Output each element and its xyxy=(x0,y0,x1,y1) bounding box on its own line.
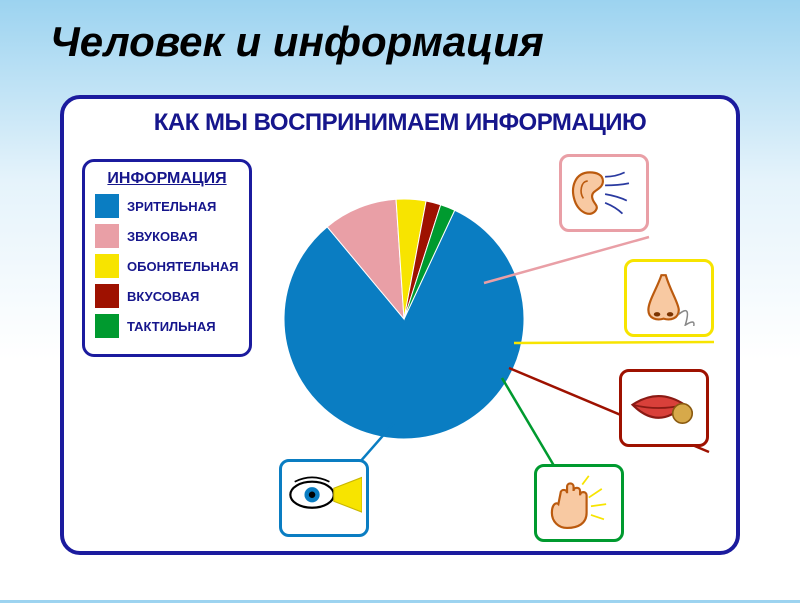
legend-swatch xyxy=(95,314,119,338)
nose-icon xyxy=(631,270,707,326)
legend-swatch xyxy=(95,284,119,308)
callout-mouth xyxy=(619,369,709,447)
legend-item: ТАКТИЛЬНАЯ xyxy=(95,314,239,338)
leader-nose xyxy=(514,342,714,343)
mouth-icon xyxy=(626,380,702,436)
legend-label: ОБОНЯТЕЛЬНАЯ xyxy=(127,259,239,274)
legend-swatch xyxy=(95,224,119,248)
page-title: Человек и информация xyxy=(0,0,800,66)
chart-frame: КАК МЫ ВОСПРИНИМАЕМ ИНФОРМАЦИЮ ИНФОРМАЦИ… xyxy=(60,95,740,555)
legend-label: ВКУСОВАЯ xyxy=(127,289,199,304)
callout-ear xyxy=(559,154,649,232)
eye-icon xyxy=(286,470,362,526)
legend-label: ЗРИТЕЛЬНАЯ xyxy=(127,199,216,214)
legend-title: ИНФОРМАЦИЯ xyxy=(95,170,239,188)
hand-icon xyxy=(541,475,617,531)
legend-label: ТАКТИЛЬНАЯ xyxy=(127,319,216,334)
pie-chart xyxy=(274,189,534,449)
ear-icon xyxy=(566,165,642,221)
callout-eye xyxy=(279,459,369,537)
legend-swatch xyxy=(95,194,119,218)
legend-item: ОБОНЯТЕЛЬНАЯ xyxy=(95,254,239,278)
legend-item: ЗРИТЕЛЬНАЯ xyxy=(95,194,239,218)
callout-hand xyxy=(534,464,624,542)
legend-label: ЗВУКОВАЯ xyxy=(127,229,198,244)
legend-item: ЗВУКОВАЯ xyxy=(95,224,239,248)
legend-item: ВКУСОВАЯ xyxy=(95,284,239,308)
legend-box: ИНФОРМАЦИЯ ЗРИТЕЛЬНАЯ ЗВУКОВАЯ ОБОНЯТЕЛЬНА… xyxy=(82,159,252,357)
callout-nose xyxy=(624,259,714,337)
chart-title: КАК МЫ ВОСПРИНИМАЕМ ИНФОРМАЦИЮ xyxy=(64,99,736,143)
legend-swatch xyxy=(95,254,119,278)
